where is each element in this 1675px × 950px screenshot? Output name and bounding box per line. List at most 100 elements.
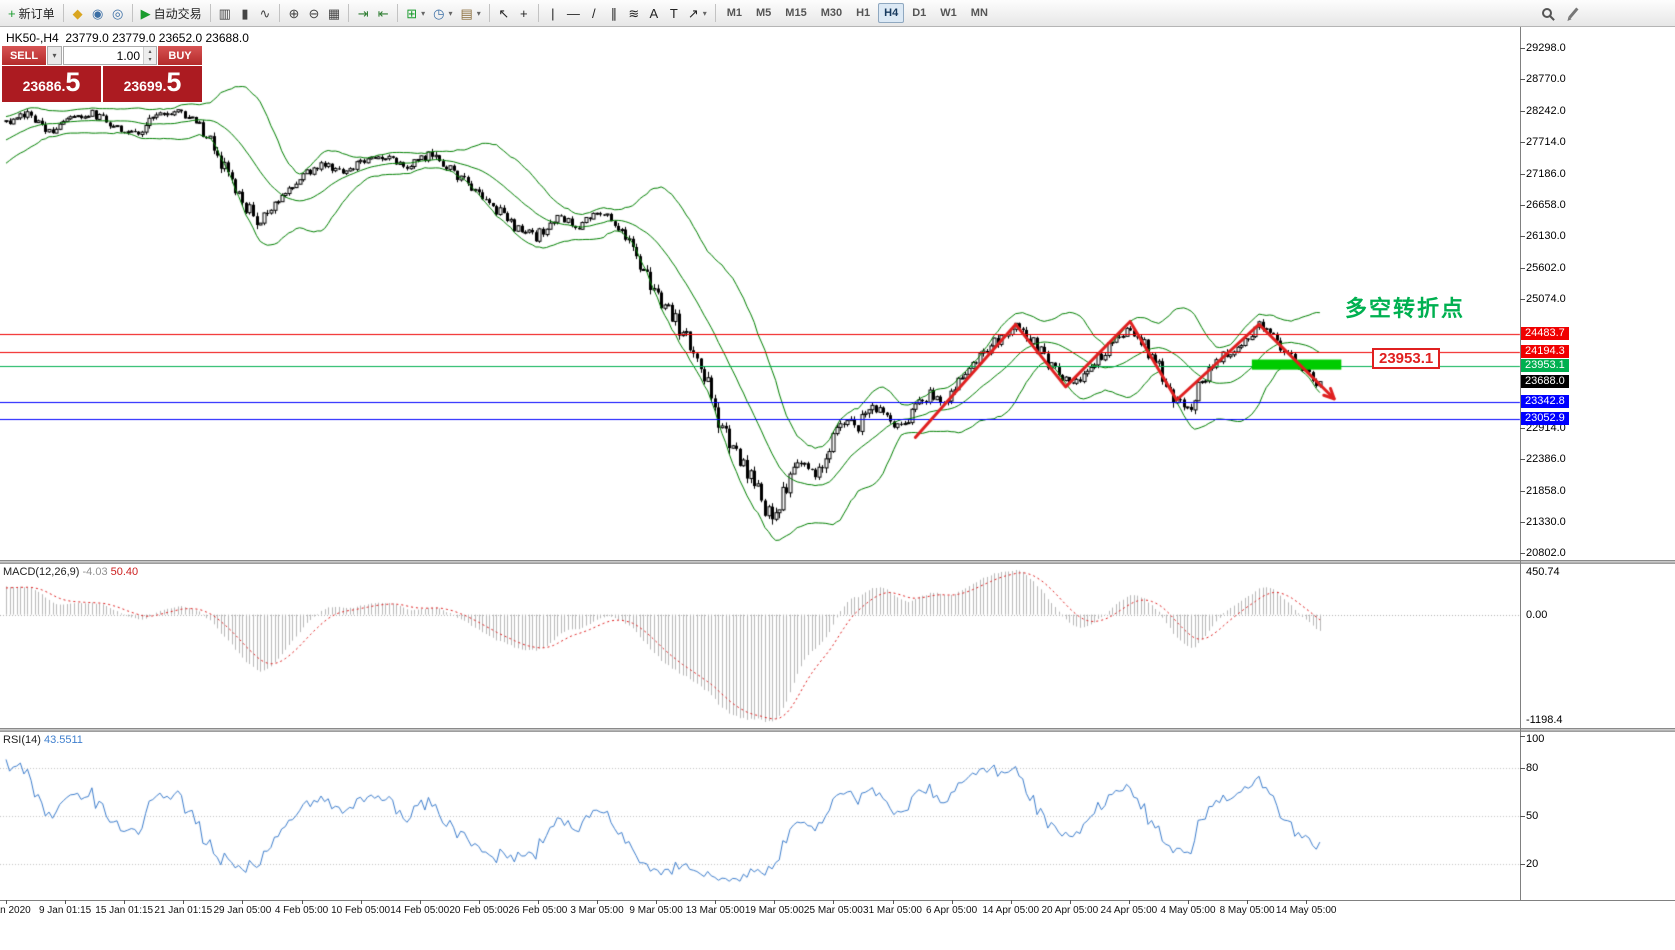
bar-chart-icon[interactable]: ▥ [215,2,235,24]
buy-button[interactable]: BUY [158,46,202,65]
price-axis-tick [1520,267,1525,269]
chart-ohlc-values: 23779.0 23779.0 23652.0 23688.0 [65,31,249,45]
turning-point-annotation[interactable]: 多空转折点 [1345,296,1466,321]
market-watch-icon[interactable]: ◉ [88,2,108,24]
time-axis-tick [1247,900,1249,904]
timeframe-h1-button[interactable]: H1 [856,7,871,19]
zoom-in-icon-glyph: ⊕ [288,5,300,21]
buy-price-main: 23699. [123,78,167,94]
price-axis-tick [1520,553,1525,555]
time-axis-label: 19 Mar 05:00 [744,905,804,916]
timeframe-h4-button[interactable]: H4 [878,3,905,23]
autotrade-button-label: 自动交易 [153,6,202,21]
buy-price-display[interactable]: 23699. 5 [103,66,202,102]
price-axis-tick-label: 27186.0 [1526,167,1566,180]
macd-axis-zero-label: 0.00 [1526,608,1548,621]
horizontal-line-icon[interactable]: — [563,2,584,24]
time-axis-tick [774,900,776,904]
text-icon[interactable]: A [644,2,664,24]
new-chart-icon[interactable]: ⊞ ▾ [402,2,429,24]
trade-panel-controls: SELL ▾ 1.00 ▴ ▾ BUY [2,46,202,65]
search-icon [1542,8,1552,18]
edit-icon-button[interactable] [1563,2,1583,24]
zoom-in-icon[interactable]: ⊕ [284,2,304,24]
main-toolbar: + 新订单 ◆ ◉ ◎ ▶ 自动交易 ▥ ▮ ∿ ⊕ ⊖ ▦ ⇥ ⇤ ⊞ ▾ ◷ ▾ ▤ ▾ ↖ + | — / ∥ ≋ A T ↗ ▾ M1 M… [0,0,1675,27]
order-type-dropdown[interactable]: ▾ [47,46,62,65]
volume-increase-button[interactable]: ▴ [144,47,156,56]
time-axis-tick [478,900,480,904]
timeframe-mn-button[interactable]: MN [970,7,988,19]
sell-price-display[interactable]: 23686. 5 [2,66,101,102]
label-icon-glyph: T [669,5,678,21]
timeframe-w1-button[interactable]: W1 [940,7,957,19]
timeframe-m1-button[interactable]: M1 [726,7,743,19]
fibonacci-icon[interactable]: ≋ [624,2,644,24]
market-watch-icon-glyph: ◉ [91,5,104,21]
label-icon[interactable]: T [664,2,684,24]
crosshair-icon[interactable]: + [514,2,534,24]
favorites-icon[interactable]: ◆ [68,2,88,24]
price-axis-tick-label: 20802.0 [1526,547,1566,560]
time-axis-label: 14 Apr 05:00 [982,905,1040,916]
main-macd-splitter[interactable] [0,560,1675,564]
timeframe-d1-button[interactable]: D1 [912,7,927,19]
price-axis-tick-label: 26658.0 [1526,198,1566,211]
rsi-name: RSI(14) [3,734,41,746]
time-axis-tick [951,900,953,904]
templates-icon[interactable]: ▤ ▾ [457,2,485,24]
templates-icon-caret: ▾ [476,8,481,18]
time-axis-tick [892,900,894,904]
templates-icon-glyph: ▤ [460,5,473,21]
rsi-level-label: 50 [1526,810,1539,822]
timeframe-m30-button[interactable]: M30 [820,7,843,19]
vertical-line-icon[interactable]: | [543,2,563,24]
timeframe-m15-button[interactable]: M15 [785,7,807,19]
zoom-out-icon-glyph: ⊖ [308,5,320,21]
price-axis-tick [1520,427,1525,429]
time-axis-label: 14 May 05:00 [1275,905,1337,916]
time-axis-tick [65,900,67,904]
time-axis-tick [360,900,362,904]
cursor-icon[interactable]: ↖ [494,2,514,24]
auto-scroll-icon[interactable]: ⇥ [353,2,373,24]
trendline-icon[interactable]: / [584,2,604,24]
time-axis-tick [1069,900,1071,904]
chart-shift-icon[interactable]: ⇤ [373,2,393,24]
tile-windows-icon[interactable]: ▦ [324,2,344,24]
data-window-icon[interactable]: ◎ [108,2,128,24]
macd-rsi-splitter[interactable] [0,728,1675,732]
zoom-out-icon[interactable]: ⊖ [304,2,324,24]
volume-decrease-button[interactable]: ▾ [144,55,156,64]
arrows-icon[interactable]: ↗ ▾ [684,2,711,24]
macd-axis-min-label: -1198.4 [1526,714,1563,726]
rsi-level-label: 20 [1526,858,1539,870]
price-axis-tick [1520,47,1525,49]
timeframe-m5-button[interactable]: M5 [756,7,772,19]
candlestick-chart-icon-glyph: ▮ [241,5,249,21]
toolbar-separator [488,4,490,22]
sell-button[interactable]: SELL [2,46,46,65]
price-axis-tick-label: 21858.0 [1526,484,1566,497]
price-axis-tick-label: 25602.0 [1526,261,1566,274]
volume-value[interactable]: 1.00 [116,49,140,63]
rsi-level-tick [1520,736,1525,737]
cursor-icon-glyph: ↖ [498,5,510,21]
time-axis-label: 29 Jan 05:00 [213,905,272,916]
price-tag-annotation[interactable]: 23953.1 [1372,348,1441,369]
periods-icon[interactable]: ◷ ▾ [429,2,456,24]
price-axis-tick [1520,459,1525,461]
volume-input[interactable]: 1.00 ▴ ▾ [63,46,157,65]
time-axis-tick [833,900,835,904]
candlestick-chart-icon[interactable]: ▮ [235,2,255,24]
time-axis-tick [1010,900,1012,904]
macd-signal-value: 50.40 [110,566,139,578]
channel-icon[interactable]: ∥ [604,2,624,24]
line-chart-icon[interactable]: ∿ [255,2,275,24]
arrows-icon-caret: ▾ [702,8,707,18]
search-icon-button[interactable] [1537,2,1557,24]
new-order-button[interactable]: + 新订单 [4,2,59,24]
time-axis-tick [1306,900,1308,904]
hline-price-label: 23342.8 [1521,395,1569,409]
autotrade-button[interactable]: ▶ 自动交易 [137,2,206,24]
